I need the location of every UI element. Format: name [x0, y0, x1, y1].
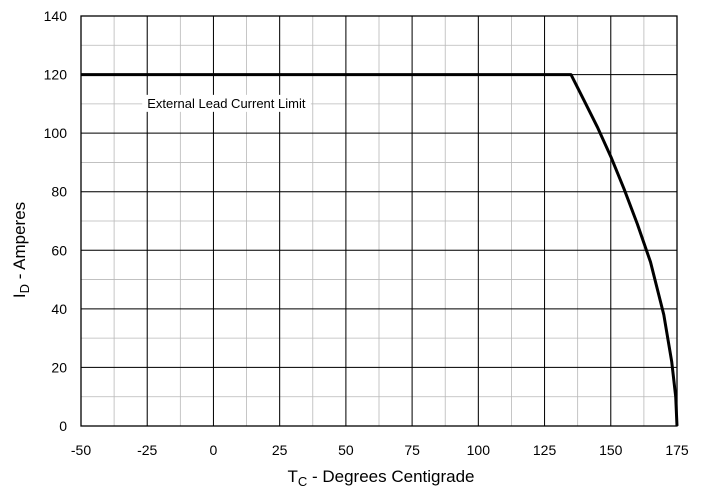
- x-tick-labels: -50 -25 0 25 50 75 100 125 150 175: [71, 442, 689, 458]
- x-tick-label: 25: [272, 442, 288, 458]
- y-tick-label: 0: [59, 418, 67, 434]
- y-tick-labels: 0 20 40 60 80 100 120 140: [44, 8, 68, 434]
- y-tick-label: 120: [44, 67, 68, 83]
- y-axis-title-sub: D: [17, 284, 32, 293]
- y-tick-label: 140: [44, 8, 68, 24]
- series-line: [81, 73, 679, 427]
- y-tick-label: 60: [51, 242, 67, 258]
- y-tick-label: 20: [51, 359, 67, 375]
- annotation-label: External Lead Current Limit: [147, 96, 306, 111]
- y-tick-label: 100: [44, 125, 68, 141]
- x-tick-label: 150: [599, 442, 623, 458]
- plot-frame: [80, 15, 678, 427]
- x-tick-label: 125: [533, 442, 557, 458]
- y-axis-title-rest: - Amperes: [10, 202, 29, 284]
- annotation-background: [142, 94, 311, 112]
- x-tick-label: 175: [665, 442, 689, 458]
- x-axis-title-main: T: [287, 467, 297, 486]
- x-tick-label: 100: [467, 442, 491, 458]
- y-tick-label: 40: [51, 301, 67, 317]
- x-axis-title-rest: - Degrees Centigrade: [307, 467, 474, 486]
- x-tick-label: -50: [71, 442, 91, 458]
- x-axis-title-sub: C: [298, 474, 307, 489]
- x-axis-title: TC - Degrees Centigrade: [287, 467, 474, 489]
- x-tick-label: -25: [137, 442, 157, 458]
- x-tick-label: 0: [210, 442, 218, 458]
- y-axis-title-main: I: [10, 293, 29, 298]
- annotation-group: External Lead Current Limit: [142, 94, 311, 112]
- x-tick-label: 50: [338, 442, 354, 458]
- x-tick-label: 75: [404, 442, 420, 458]
- y-tick-label: 80: [51, 184, 67, 200]
- y-axis-title: ID - Amperes: [10, 202, 32, 298]
- minor-grid: [80, 15, 678, 427]
